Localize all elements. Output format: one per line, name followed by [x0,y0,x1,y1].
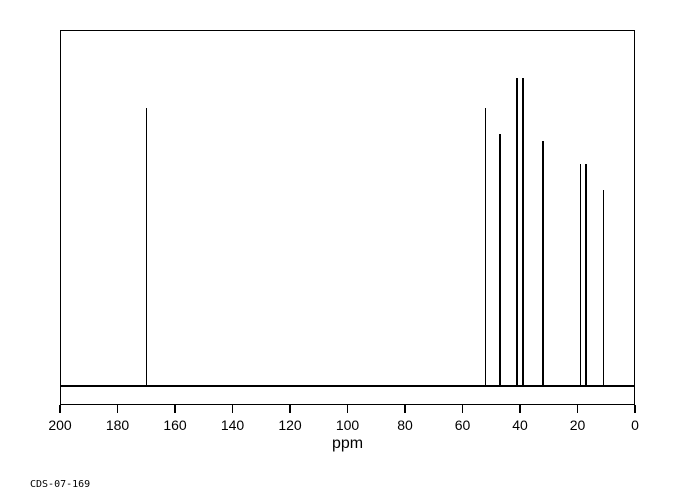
x-tick [289,405,291,413]
peak [603,190,605,385]
x-tick [404,405,406,413]
x-tick-label: 100 [336,417,359,433]
x-tick [462,405,464,413]
x-tick-label: 60 [455,417,471,433]
x-tick [117,405,119,413]
peak [516,78,518,386]
peak [542,141,544,385]
peak [585,164,587,385]
x-tick [174,405,176,413]
x-tick [232,405,234,413]
x-tick-label: 20 [570,417,586,433]
peak [522,78,524,386]
x-tick-label: 160 [163,417,186,433]
x-axis-label: ppm [332,435,363,453]
x-tick-label: 180 [106,417,129,433]
x-tick [347,405,349,413]
peak [580,164,582,385]
x-tick-label: 0 [631,417,639,433]
x-tick [59,405,61,413]
footer-label: CDS-07-169 [30,479,90,490]
x-tick [519,405,521,413]
nmr-plot-area: 200180160140120100806040200 ppm [60,30,635,405]
x-tick [634,405,636,413]
x-tick-label: 120 [278,417,301,433]
x-tick-label: 80 [397,417,413,433]
x-tick [577,405,579,413]
peak [499,134,501,385]
x-tick-label: 140 [221,417,244,433]
x-tick-label: 40 [512,417,528,433]
peak [146,108,148,386]
x-tick-label: 200 [48,417,71,433]
peak [485,108,487,386]
